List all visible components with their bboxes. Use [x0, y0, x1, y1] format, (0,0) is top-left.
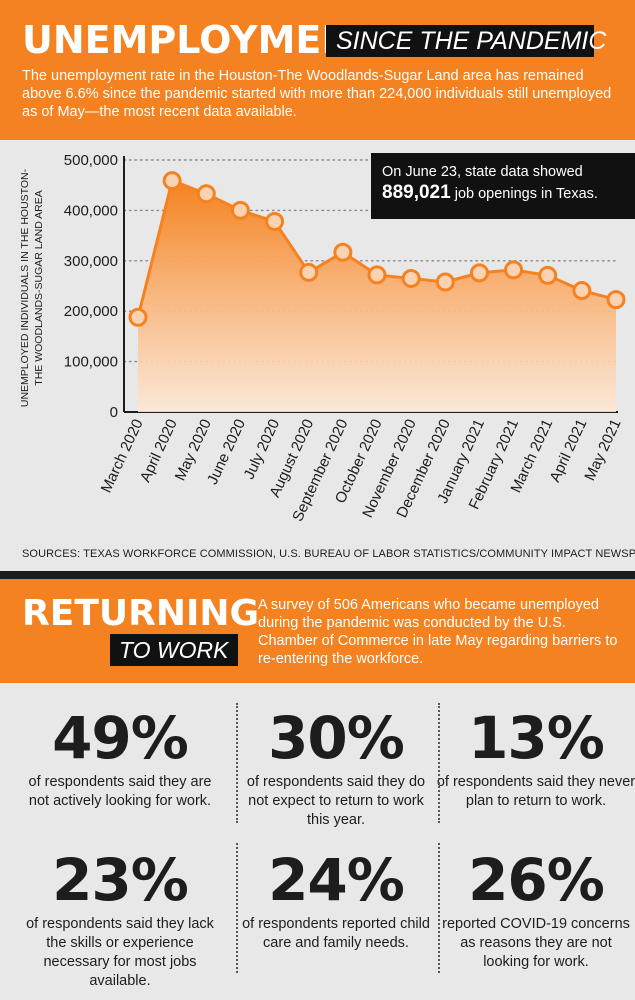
data-point — [162, 171, 182, 191]
stat-value: 49% — [52, 704, 189, 772]
data-point — [504, 260, 524, 280]
data-point — [333, 242, 353, 262]
data-point — [401, 268, 421, 288]
data-point — [230, 200, 250, 220]
series-area — [138, 180, 616, 412]
callout-rest: job openings in Texas. — [450, 186, 598, 202]
data-point — [469, 263, 489, 283]
returning-description: A survey of 506 Americans who became une… — [258, 597, 618, 667]
data-point — [265, 211, 285, 231]
stat-text: reported COVID-19 concerns as reasons th… — [442, 916, 630, 970]
unemployment-chart: 0 100,000 200,000 300,000 400,000 500,000 Marc… — [19, 152, 626, 524]
returning-subtitle: TO WORK — [110, 634, 238, 666]
returning-title: RETURNING — [22, 593, 260, 634]
sources-note: SOURCES: TEXAS WORKFORCE COMMISSION, U.S… — [22, 548, 635, 560]
stat-value: 13% — [468, 704, 605, 772]
data-point — [299, 262, 319, 282]
stat-item: 49% of respondents said they are not act… — [20, 705, 220, 811]
data-point — [435, 272, 455, 292]
data-point — [538, 265, 558, 285]
callout-line: On June 23, state data showed — [382, 164, 583, 180]
data-point — [572, 281, 592, 301]
y-tick-label: 400,000 — [64, 202, 118, 219]
header-banner: UNEMPLOYMENT SINCE THE PANDEMIC The unem… — [0, 0, 635, 140]
stat-item: 30% of respondents said they do not expe… — [236, 705, 436, 830]
y-tick-label: 100,000 — [64, 354, 118, 371]
y-tick-label: 300,000 — [64, 253, 118, 270]
data-point — [606, 290, 626, 310]
stat-divider — [236, 843, 238, 973]
stat-text: of respondents reported child care and f… — [242, 916, 430, 951]
stat-item: 13% of respondents said they never plan … — [436, 705, 635, 811]
intro-text: The unemployment rate in the Houston-The… — [22, 68, 612, 120]
stat-text: of respondents said they never plan to r… — [436, 774, 635, 809]
stat-divider — [438, 703, 440, 823]
y-tick-label: 200,000 — [64, 303, 118, 320]
x-tick-label: March 2020 — [98, 417, 147, 496]
stat-text: of respondents said they are not activel… — [28, 774, 212, 809]
callout-number: 889,021 — [382, 182, 451, 203]
stat-text: of respondents said they do not expect t… — [246, 774, 426, 828]
stat-value: 26% — [468, 846, 605, 914]
callout-line-2: 889,021 job openings in Texas. — [382, 182, 635, 204]
chart-section: 0 100,000 200,000 300,000 400,000 500,000 Marc… — [0, 140, 635, 570]
stat-value: 30% — [268, 704, 405, 772]
stat-item: 26% reported COVID-19 concerns as reason… — [436, 847, 635, 972]
stat-value: 24% — [268, 846, 405, 914]
section-divider — [0, 571, 635, 579]
y-tick-label: 500,000 — [64, 152, 118, 169]
stat-text: of respondents said they lack the skills… — [26, 916, 214, 989]
data-point — [367, 265, 387, 285]
stats-grid: 49% of respondents said they are not act… — [0, 683, 635, 1000]
stat-divider — [236, 703, 238, 823]
stat-value: 23% — [52, 846, 189, 914]
page-title: UNEMPLOYMENT — [22, 18, 380, 62]
data-point — [196, 184, 216, 204]
y-tick-label: 0 — [110, 404, 118, 421]
job-openings-callout: On June 23, state data showed 889,021 jo… — [371, 153, 635, 219]
page-subtitle: SINCE THE PANDEMIC — [326, 25, 606, 57]
stat-item: 24% of respondents reported child care a… — [236, 847, 436, 953]
y-axis-label: THE WOODLANDS-SUGAR LAND AREA — [33, 190, 45, 385]
stat-divider — [438, 843, 440, 973]
data-point — [128, 307, 148, 327]
stat-item: 23% of respondents said they lack the sk… — [20, 847, 220, 991]
y-axis-label: UNEMPLOYED INDIVIDUALS IN THE HOUSTON- — [19, 168, 31, 407]
returning-banner: RETURNING TO WORK A survey of 506 Americ… — [0, 579, 635, 683]
